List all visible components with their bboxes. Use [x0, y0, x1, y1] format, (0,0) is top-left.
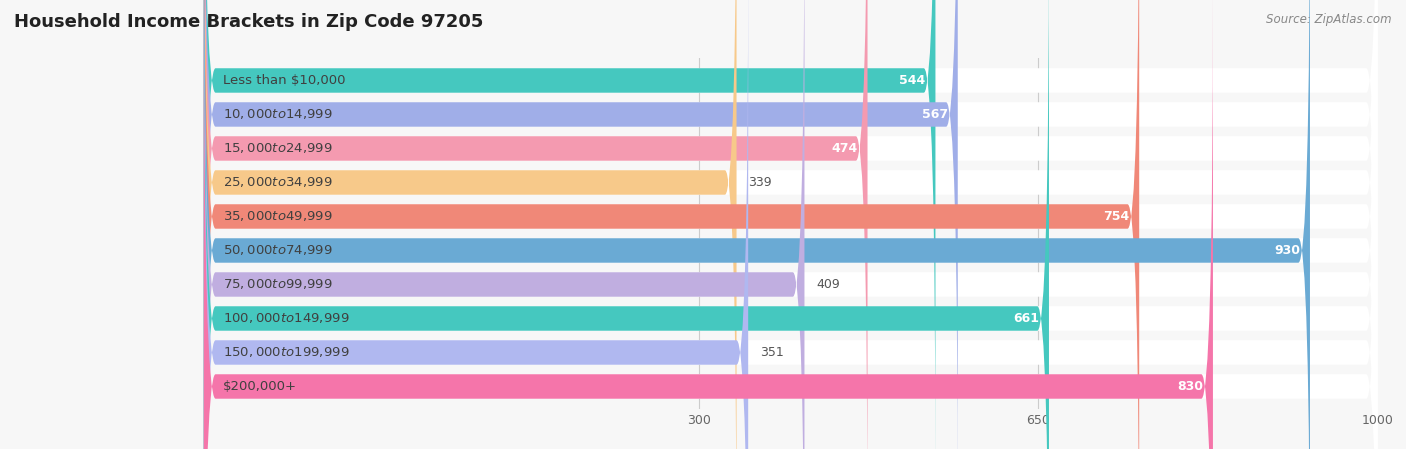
FancyBboxPatch shape: [204, 0, 935, 449]
Text: 474: 474: [831, 142, 858, 155]
FancyBboxPatch shape: [204, 0, 1378, 449]
FancyBboxPatch shape: [204, 0, 1213, 449]
Text: 930: 930: [1274, 244, 1301, 257]
Text: Household Income Brackets in Zip Code 97205: Household Income Brackets in Zip Code 97…: [14, 13, 484, 31]
Text: 339: 339: [748, 176, 772, 189]
Text: $25,000 to $34,999: $25,000 to $34,999: [224, 176, 333, 189]
Text: $150,000 to $199,999: $150,000 to $199,999: [224, 345, 350, 360]
FancyBboxPatch shape: [204, 0, 748, 449]
FancyBboxPatch shape: [204, 0, 1378, 449]
Text: $10,000 to $14,999: $10,000 to $14,999: [224, 107, 333, 122]
Text: Source: ZipAtlas.com: Source: ZipAtlas.com: [1267, 13, 1392, 26]
FancyBboxPatch shape: [204, 0, 1378, 449]
Text: 544: 544: [900, 74, 925, 87]
Text: 351: 351: [759, 346, 783, 359]
Text: 567: 567: [922, 108, 948, 121]
FancyBboxPatch shape: [204, 0, 1139, 449]
FancyBboxPatch shape: [204, 0, 957, 449]
FancyBboxPatch shape: [204, 0, 1378, 449]
FancyBboxPatch shape: [204, 0, 868, 449]
Text: $50,000 to $74,999: $50,000 to $74,999: [224, 243, 333, 257]
FancyBboxPatch shape: [204, 0, 1049, 449]
Text: $15,000 to $24,999: $15,000 to $24,999: [224, 141, 333, 155]
Text: $100,000 to $149,999: $100,000 to $149,999: [224, 312, 350, 326]
FancyBboxPatch shape: [204, 0, 1378, 449]
Text: 754: 754: [1104, 210, 1129, 223]
Text: $200,000+: $200,000+: [224, 380, 297, 393]
FancyBboxPatch shape: [204, 0, 1378, 449]
FancyBboxPatch shape: [204, 0, 1378, 449]
Text: 409: 409: [815, 278, 839, 291]
FancyBboxPatch shape: [204, 0, 1378, 449]
FancyBboxPatch shape: [204, 0, 1310, 449]
Text: 830: 830: [1177, 380, 1204, 393]
FancyBboxPatch shape: [204, 0, 737, 449]
Text: $35,000 to $49,999: $35,000 to $49,999: [224, 210, 333, 224]
FancyBboxPatch shape: [204, 0, 1378, 449]
FancyBboxPatch shape: [204, 0, 804, 449]
Text: Less than $10,000: Less than $10,000: [224, 74, 346, 87]
FancyBboxPatch shape: [204, 0, 1378, 449]
Text: 661: 661: [1014, 312, 1039, 325]
Text: $75,000 to $99,999: $75,000 to $99,999: [224, 277, 333, 291]
